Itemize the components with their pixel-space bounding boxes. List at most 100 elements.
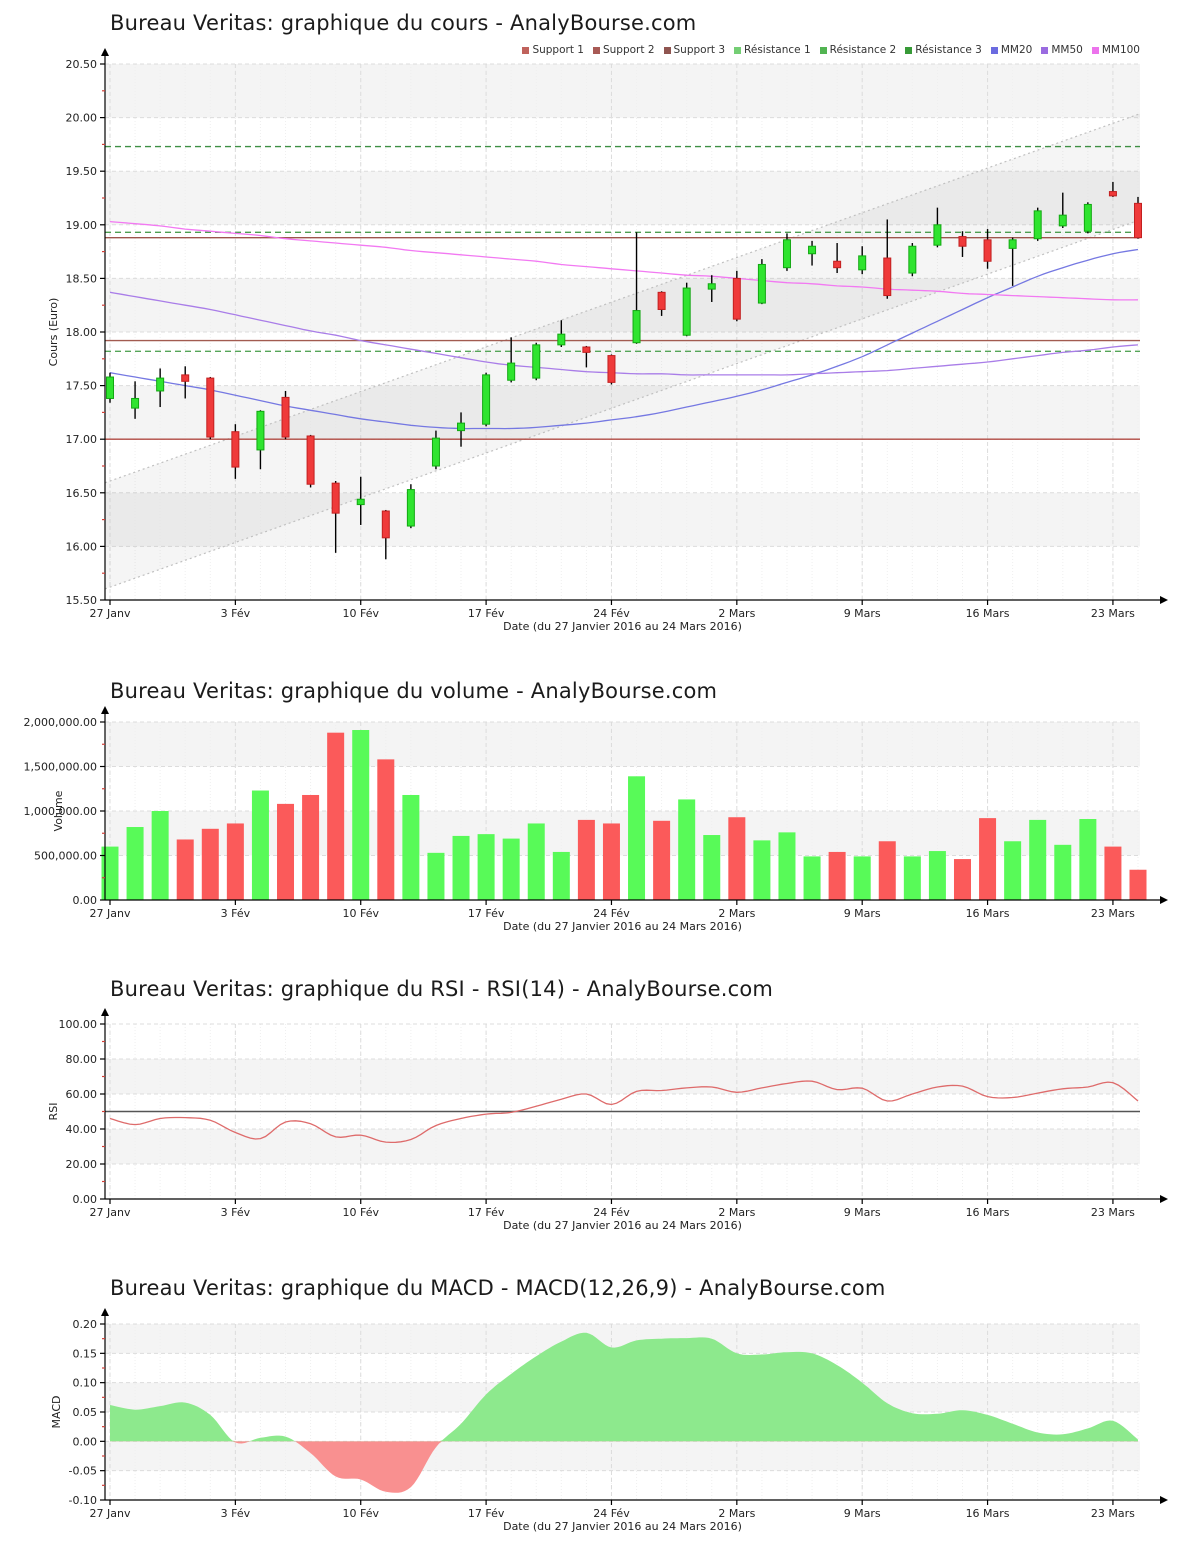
svg-text:20.00: 20.00 [66,112,98,125]
svg-text:10 Fév: 10 Fév [342,1507,379,1520]
macd-chart-title: Bureau Veritas: graphique du MACD - MACD… [110,1276,886,1300]
price-plot: 20.50 20.00 19.50 19.00 18.50 18.00 17.50 17.00… [47,48,1168,633]
svg-text:1,500,000.00: 1,500,000.00 [24,761,97,774]
svg-text:16 Mars: 16 Mars [966,1206,1010,1219]
svg-text:23 Mars: 23 Mars [1091,607,1135,620]
svg-text:2,000,000.00: 2,000,000.00 [24,716,97,729]
svg-text:10 Fév: 10 Fév [342,607,379,620]
svg-text:0.10: 0.10 [73,1377,98,1390]
svg-text:2 Mars: 2 Mars [718,1507,755,1520]
svg-text:24 Fév: 24 Fév [593,1507,630,1520]
legend-item-support-3: Support 3 [663,44,726,56]
svg-text:0.05: 0.05 [73,1406,98,1419]
svg-text:3 Fév: 3 Fév [221,907,251,920]
axis: 20.50 20.00 19.50 19.00 18.50 18.00 17.50 17.00… [47,48,1168,633]
svg-text:10 Fév: 10 Fév [342,1206,379,1219]
svg-text:3 Fév: 3 Fév [221,1507,251,1520]
svg-text:100.00: 100.00 [59,1018,98,1031]
svg-text:9 Mars: 9 Mars [844,1206,881,1219]
legend-label: Résistance 2 [829,44,897,56]
svg-text:17 Fév: 17 Fév [468,907,505,920]
legend-label: Résistance 1 [744,44,811,56]
svg-text:10 Fév: 10 Fév [342,907,379,920]
legend-label: MM100 [1101,44,1140,56]
svg-text:0.00: 0.00 [73,1193,98,1206]
legend-label: Support 3 [673,44,726,56]
svg-text:23 Mars: 23 Mars [1091,907,1135,920]
legend-swatch [522,46,530,54]
legend-swatch [819,46,827,54]
svg-text:27 Janv: 27 Janv [90,1206,131,1219]
svg-text:24 Fév: 24 Fév [593,607,630,620]
svg-text:16 Mars: 16 Mars [966,907,1010,920]
svg-text:20.50: 20.50 [66,58,98,71]
svg-text:23 Mars: 23 Mars [1091,1206,1135,1219]
price-chart-title: Bureau Veritas: graphique du cours - Ana… [110,11,697,35]
svg-text:18.50: 18.50 [66,272,98,285]
svg-text:0.20: 0.20 [73,1318,98,1331]
legend-label: MM20 [1000,44,1033,56]
svg-text:3 Fév: 3 Fév [221,607,251,620]
svg-text:15.50: 15.50 [66,594,98,607]
svg-text:0.00: 0.00 [73,1435,98,1448]
candles [106,181,1142,560]
svg-text:27 Janv: 27 Janv [90,907,131,920]
svg-text:9 Mars: 9 Mars [844,907,881,920]
legend-swatch [1041,46,1049,54]
svg-text:40.00: 40.00 [66,1123,98,1136]
svg-text:-0.05: -0.05 [69,1465,97,1478]
svg-text:27 Janv: 27 Janv [90,1507,131,1520]
legend-item-support-2: Support 2 [592,44,655,56]
svg-text:24 Fév: 24 Fév [593,907,630,920]
svg-text:16.50: 16.50 [66,487,98,500]
svg-text:17.50: 17.50 [66,380,98,393]
svg-text:18.00: 18.00 [66,326,98,339]
svg-text:24 Fév: 24 Fév [593,1206,630,1219]
svg-text:20.00: 20.00 [66,1158,98,1171]
svg-text:0.15: 0.15 [73,1347,98,1360]
svg-text:500,000.00: 500,000.00 [34,850,97,863]
svg-text:27 Janv: 27 Janv [90,607,131,620]
svg-text:16 Mars: 16 Mars [966,1507,1010,1520]
legend-label: MM50 [1051,44,1083,56]
legend-label: Support 1 [532,44,584,56]
svg-text:60.00: 60.00 [66,1088,98,1101]
svg-text:23 Mars: 23 Mars [1091,1507,1135,1520]
svg-text:3 Fév: 3 Fév [221,1206,251,1219]
rsi-chart-title: Bureau Veritas: graphique du RSI - RSI(1… [110,977,774,1001]
legend-swatch [1091,46,1099,54]
svg-text:9 Mars: 9 Mars [844,607,881,620]
legend-swatch [734,46,742,54]
svg-text:17 Fév: 17 Fév [468,1507,505,1520]
svg-text:17 Fév: 17 Fév [468,1206,505,1219]
legend-item-r-sistance-2: Résistance 2 [819,44,897,56]
legend-item-mm50: MM50 [1041,44,1083,56]
svg-text:19.00: 19.00 [66,219,98,232]
svg-text:Date (du 27 Janvier 2016 au 24: Date (du 27 Janvier 2016 au 24 Mars 2016… [503,1520,742,1533]
svg-text:MACD: MACD [50,1396,63,1429]
legend-swatch [905,46,913,54]
legend-item-mm100: MM100 [1091,44,1140,56]
svg-text:80.00: 80.00 [66,1053,98,1066]
svg-text:16 Mars: 16 Mars [966,607,1010,620]
legend-label: Support 2 [602,44,655,56]
axis: 2,000,000.00 1,500,000.00 1,000,000.00 500,… [24,706,1168,933]
svg-text:Cours (Euro): Cours (Euro) [47,298,60,367]
volume-plot: 2,000,000.00 1,500,000.00 1,000,000.00 500,… [24,706,1168,933]
svg-text:2 Mars: 2 Mars [718,907,755,920]
legend-swatch [990,46,998,54]
svg-text:17 Fév: 17 Fév [468,607,505,620]
svg-text:2 Mars: 2 Mars [718,1206,755,1219]
svg-text:Date (du 27 Janvier 2016 au 24: Date (du 27 Janvier 2016 au 24 Mars 2016… [503,1219,742,1232]
volume-chart-title: Bureau Veritas: graphique du volume - An… [110,679,718,703]
svg-text:1,000,000.00: 1,000,000.00 [24,805,97,818]
svg-text:RSI: RSI [47,1103,60,1121]
legend-item-mm20: MM20 [990,44,1033,56]
legend-item-r-sistance-3: Résistance 3 [905,44,982,56]
